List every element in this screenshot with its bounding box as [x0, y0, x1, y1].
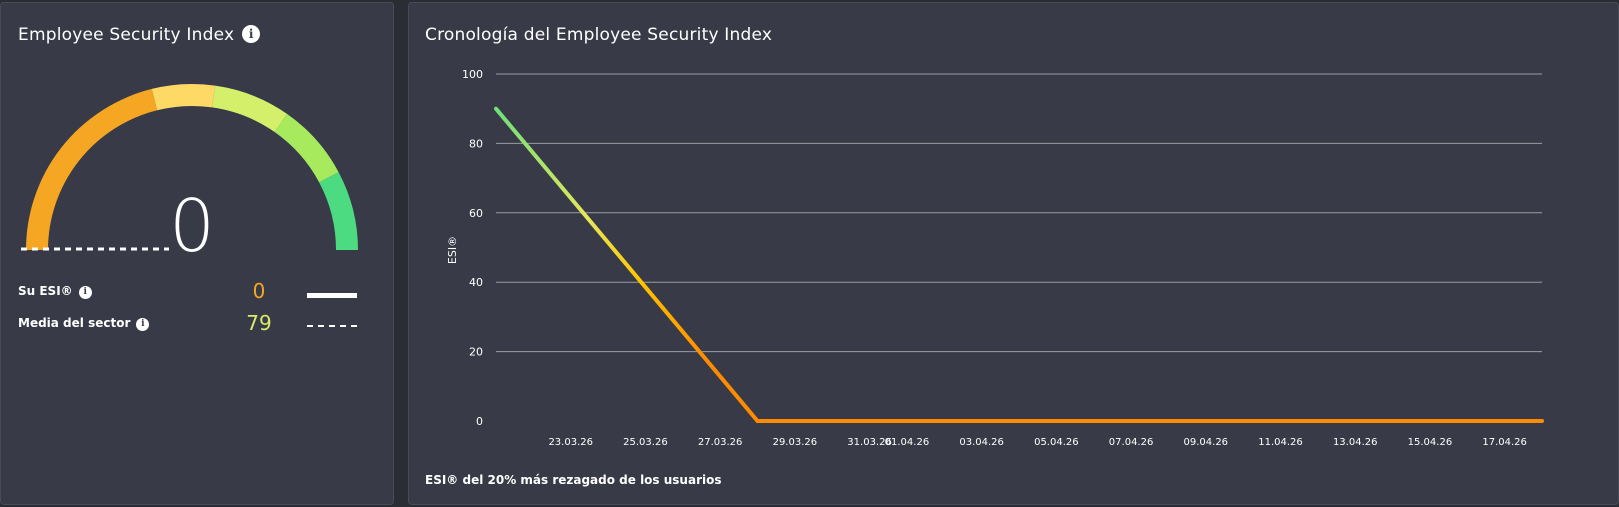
chart-footnote: ESI® del 20% más rezagado de los usuario…: [425, 473, 722, 487]
chart-x-axis: 23.03.26 25.03.26 27.03.26 29.03.26 31.03.26…: [548, 437, 1526, 448]
x-tick-label: 13.04.26: [1333, 437, 1378, 448]
info-icon[interactable]: i: [242, 25, 261, 43]
x-tick-label: 23.03.26: [548, 437, 593, 448]
x-tick-label: 27.03.26: [698, 437, 743, 448]
x-tick-label: 09.04.26: [1184, 437, 1229, 448]
y-tick-label: 100: [462, 68, 483, 81]
chart-gridlines: [496, 73, 1542, 353]
legend-your-esi-label: Su ESI®: [18, 284, 73, 298]
y-tick-label: 40: [469, 276, 483, 289]
x-tick-label: 01.04.26: [885, 437, 930, 448]
y-tick-label: 60: [469, 207, 483, 220]
chart-series: [494, 106, 1544, 423]
legend-sector-average-label: Media del sector: [18, 316, 131, 330]
x-tick-label: 11.04.26: [1258, 437, 1303, 448]
x-tick-label: 31.03.26: [847, 437, 892, 448]
x-tick-label: 03.04.26: [959, 437, 1004, 448]
esi-timeline-chart: 0 20 40 60 80 100 23.03.26 25.03.26 27.03.26 29.…: [446, 68, 1544, 448]
legend-sector-average-value: 79: [246, 311, 272, 335]
x-tick-label: 07.04.26: [1109, 437, 1154, 448]
x-tick-label: 29.03.26: [773, 437, 818, 448]
y-tick-label: 20: [469, 346, 483, 359]
x-tick-label: 15.04.26: [1408, 437, 1453, 448]
series-line-segment: [494, 106, 760, 423]
x-tick-label: 05.04.26: [1034, 437, 1079, 448]
legend-dashed-line: [307, 325, 357, 327]
y-tick-label: 80: [469, 137, 483, 150]
legend-your-esi-value: 0: [252, 279, 266, 303]
chart-y-axis-label: ESI®: [446, 236, 459, 264]
gauge-arcs: [26, 84, 358, 251]
esi-gauge: 0: [21, 84, 358, 268]
y-tick-label: 0: [476, 415, 483, 428]
legend-sector-average: Media del sector i: [18, 316, 150, 331]
info-icon[interactable]: i: [136, 318, 150, 331]
gauge-arc-segment-4: [274, 114, 339, 183]
legend-solid-line: [307, 293, 357, 298]
x-tick-label: 25.03.26: [623, 437, 668, 448]
gauge-arc-segment-3: [211, 85, 288, 133]
gauge-arc-segment-2: [151, 84, 216, 111]
chart-y-axis: 0 20 40 60 80 100: [462, 68, 483, 428]
x-tick-label: 17.04.26: [1482, 437, 1527, 448]
gauge-card-title: Employee Security Index i: [18, 25, 261, 45]
esi-gauge-card: Employee Security Index i 0 Su ESI® i 0 Me…: [0, 2, 394, 505]
gauge-arc-segment-1: [26, 88, 158, 251]
gauge-arc-segment-5: [319, 172, 358, 251]
info-icon[interactable]: i: [78, 286, 92, 299]
gauge-card-title-text: Employee Security Index: [18, 25, 235, 45]
legend-your-esi: Su ESI® i: [18, 284, 92, 299]
timeline-card-title: Cronología del Employee Security Index: [425, 25, 773, 45]
esi-timeline-card: Cronología del Employee Security Index 0…: [408, 2, 1619, 505]
gauge-value: 0: [169, 184, 215, 268]
